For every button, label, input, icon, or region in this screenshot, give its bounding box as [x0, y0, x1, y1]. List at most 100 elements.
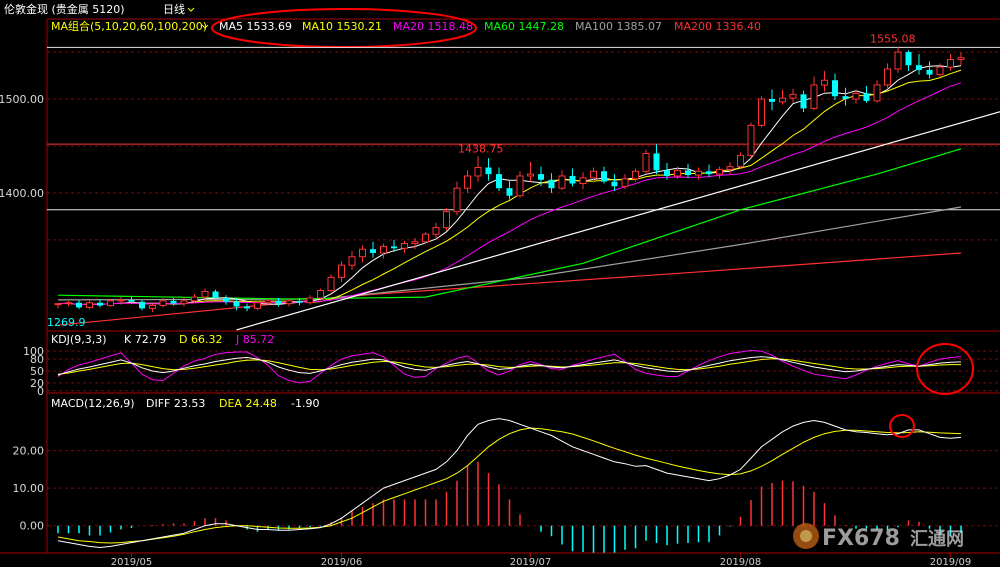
candle-body [149, 305, 156, 309]
ma-legend-item-ma200: MA200 1336.40 [674, 20, 761, 33]
candle-body [128, 299, 135, 302]
ma-legend-item-ma60: MA60 1447.28 [484, 20, 564, 33]
candle-body [223, 298, 229, 302]
candle [244, 303, 250, 312]
candle [97, 298, 103, 308]
candle-body [464, 175, 471, 189]
candle-body [611, 181, 618, 187]
candle [621, 174, 629, 190]
candle-body [506, 188, 513, 196]
candle [779, 89, 786, 105]
candle-body [905, 52, 912, 66]
candle [264, 298, 272, 306]
ma-legend-label[interactable]: MA组合(5,10,20,60,100,200) [51, 19, 207, 33]
chevron-down-icon[interactable] [187, 7, 195, 12]
price-grid [47, 51, 1000, 241]
candle [832, 73, 838, 100]
candle-body [180, 300, 188, 305]
candle [65, 300, 72, 307]
kdj-highlight-circle [916, 343, 974, 395]
candle [285, 298, 293, 307]
candle [117, 297, 125, 305]
candle-body [285, 300, 293, 305]
candle-body [758, 98, 765, 126]
candle-body [370, 249, 376, 253]
candle [170, 298, 177, 306]
candle-body [527, 173, 534, 177]
candle-body [380, 245, 387, 254]
kdj-legend-item-j: J 85.72 [235, 333, 274, 346]
candle-body [453, 187, 461, 213]
candle [936, 63, 944, 77]
candle [432, 222, 440, 238]
candle [758, 96, 765, 128]
kdj-tick-label: 0 [37, 385, 44, 398]
candle-body [212, 291, 219, 299]
macd-tick-label: 20.00 [13, 445, 45, 458]
candle [485, 158, 492, 181]
candle [380, 243, 387, 259]
candle [632, 168, 639, 182]
candle-body [254, 302, 261, 309]
candle-body [296, 300, 303, 303]
candle [769, 89, 775, 111]
candle-body [558, 175, 566, 189]
candle-body [821, 79, 828, 86]
ma-legend-item-ma5: MA5 1533.69 [219, 20, 292, 33]
candle-body [664, 170, 670, 176]
date-tick-label: 2019/05 [111, 557, 153, 567]
chevron-down-icon[interactable] [201, 24, 209, 29]
candle-body [359, 248, 366, 258]
candle-body [496, 174, 502, 189]
kdj-lines [57, 349, 962, 384]
kdj-legend: KDJ(9,3,3) K 72.79 D 66.32 J 85.72 [51, 333, 274, 346]
candle [579, 172, 587, 190]
ma-line-ma10 [57, 69, 962, 306]
kdj-legend-label: KDJ(9,3,3) [51, 333, 107, 346]
kdj-legend-item-d: D 66.32 [179, 333, 222, 346]
candle [590, 167, 597, 183]
candle [957, 52, 965, 66]
macd-legend-item-hist: -1.90 [291, 397, 319, 410]
candle-body [348, 256, 356, 266]
kdj-tick-label: 20 [30, 377, 44, 390]
candle-body [916, 65, 922, 70]
candle-body [233, 301, 240, 307]
candle [443, 207, 450, 231]
candle [223, 295, 229, 305]
period-label[interactable]: 日线 [163, 2, 185, 16]
macd-line-dea [57, 427, 962, 544]
candle [611, 174, 618, 192]
macd-highlight-circle [889, 414, 915, 438]
candle-body [244, 306, 250, 309]
candle-body [538, 174, 544, 180]
candle [601, 166, 607, 184]
candle-body [737, 154, 744, 168]
kdj-tick-label: 50 [30, 365, 44, 378]
candle-body [338, 264, 345, 278]
macd-lines [57, 418, 962, 549]
candle [842, 87, 849, 106]
candle-body [201, 290, 209, 298]
candle [54, 302, 62, 309]
candle-body [832, 80, 838, 97]
candle-body [685, 170, 691, 176]
candle-body [107, 300, 114, 307]
candle [107, 298, 114, 307]
candle [464, 170, 471, 193]
candle [706, 164, 712, 177]
candle-body [590, 170, 597, 179]
candle [201, 288, 209, 300]
candle [548, 173, 555, 193]
candle [317, 288, 324, 299]
fx678-logo-inner-icon [800, 530, 812, 542]
candle [327, 274, 335, 293]
watermark-suffix: 汇通网 [910, 529, 964, 550]
candle [401, 240, 408, 253]
kdj-legend-item-k: K 72.79 [124, 333, 166, 346]
candle [642, 149, 650, 175]
macd-legend-item-diff: DIFF 23.53 [146, 397, 205, 410]
candle-body [653, 153, 660, 171]
kdj-line-j [57, 349, 962, 384]
candle [391, 239, 397, 253]
